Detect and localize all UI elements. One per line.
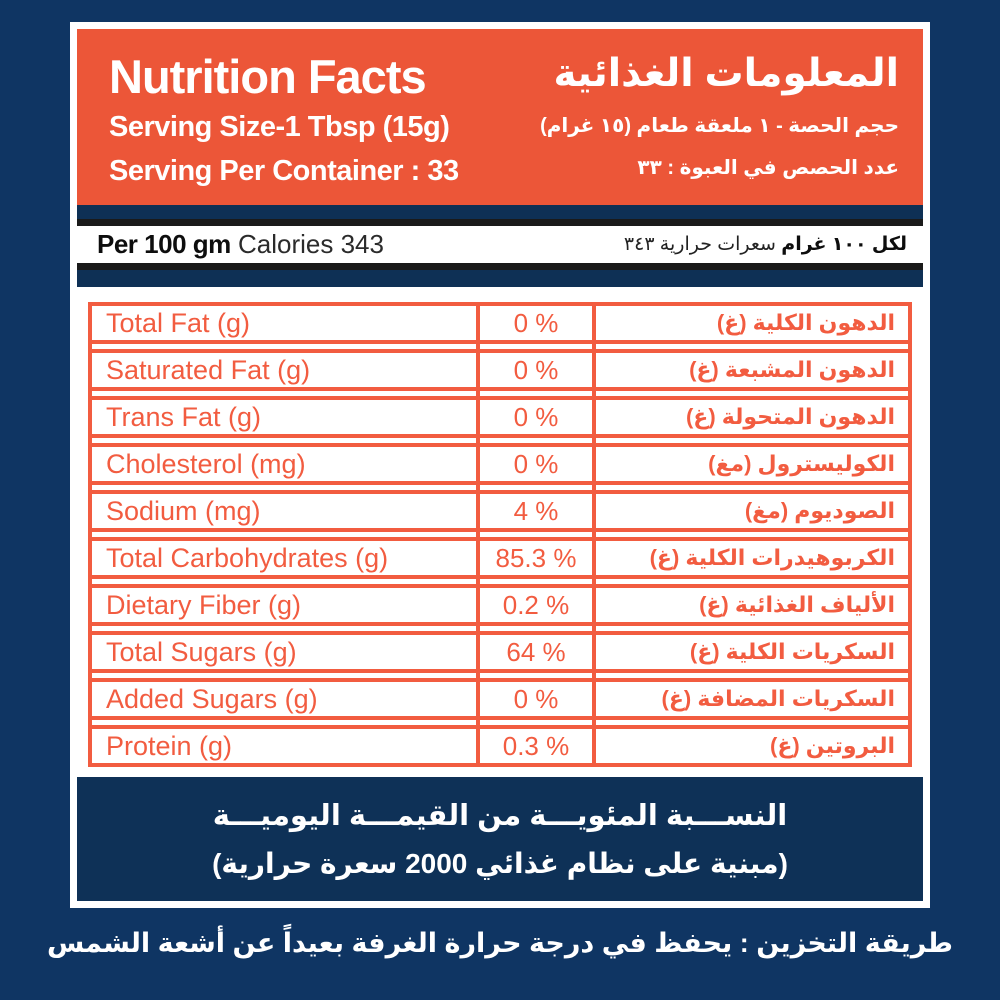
- table-row: Dietary Fiber (g) 0.2 % الألياف الغذائية…: [92, 584, 908, 626]
- nutrient-name-ar: الصوديوم (مغ): [744, 498, 895, 523]
- serving-size-en: Serving Size-1 Tbsp (15g): [109, 111, 450, 143]
- column-divider: [592, 302, 596, 767]
- nutrient-name-ar: الألياف الغذائية (غ): [699, 592, 895, 617]
- daily-value-line2: (مبنية على نظام غذائي 2000 سعرة حرارية): [212, 848, 788, 879]
- nutrient-name-en: Total Fat (g): [106, 307, 251, 338]
- calories-value-ar: سعرات حرارية ٣٤٣: [623, 234, 776, 255]
- nutrient-value: 0 %: [513, 448, 559, 479]
- nutrient-name-en: Total Sugars (g): [106, 636, 297, 667]
- storage-instructions: طريقة التخزين : يحفظ في درجة حرارة الغرف…: [47, 928, 953, 958]
- black-divider-bar: [77, 263, 923, 270]
- nutrient-value: 0 %: [513, 683, 559, 714]
- calories-value: Calories 343: [237, 229, 384, 259]
- nutrient-name-ar: الدهون المتحولة (غ): [685, 404, 895, 429]
- table-row: Total Sugars (g) 64 % السكريات الكلية (غ…: [92, 631, 908, 673]
- table-row: Sodium (mg) 4 % الصوديوم (مغ): [92, 490, 908, 532]
- nutrient-name-en: Total Carbohydrates (g): [106, 542, 389, 573]
- table-row: Total Fat (g) 0 % الدهون الكلية (غ): [92, 302, 908, 344]
- nutrient-name-ar: السكريات الكلية (غ): [689, 639, 895, 664]
- navy-divider-strip: [77, 205, 923, 219]
- daily-value-footer: النســـبة المئويـــة من القيمـــة اليومي…: [77, 777, 923, 901]
- serving-per-container-en: Serving Per Container : 33: [109, 155, 459, 187]
- calories-band: Per 100 gm Calories 343 لكل ١٠٠ غرام سعر…: [77, 226, 923, 263]
- header-arabic-column: المعلومات الغذائية حجم الحصة - ١ ملعقة ط…: [540, 52, 900, 205]
- nutrient-value: 0.3 %: [502, 730, 570, 761]
- nutrient-value: 0.2 %: [502, 589, 570, 620]
- calories-arabic: لكل ١٠٠ غرام سعرات حرارية ٣٤٣: [624, 233, 907, 256]
- nutrient-value: 0 %: [513, 401, 559, 432]
- table-row: Added Sugars (g) 0 % السكريات المضافة (غ…: [92, 678, 908, 720]
- black-divider-bar: [77, 219, 923, 226]
- column-divider: [476, 302, 480, 767]
- nutrient-value: 0 %: [513, 354, 559, 385]
- nutrient-name-en: Added Sugars (g): [106, 683, 318, 714]
- table-row: Trans Fat (g) 0 % الدهون المتحولة (غ): [92, 396, 908, 438]
- nutrient-value: 64 %: [506, 636, 566, 667]
- header-section: Nutrition Facts Serving Size-1 Tbsp (15g…: [77, 29, 923, 205]
- nutrient-name-ar: الدهون الكلية (غ): [716, 310, 895, 335]
- nutrition-label-card: Nutrition Facts Serving Size-1 Tbsp (15g…: [70, 22, 930, 908]
- nutrient-name-ar: السكريات المضافة (غ): [661, 686, 895, 711]
- nutrition-table: Total Fat (g) 0 % الدهون الكلية (غ) Satu…: [88, 302, 912, 767]
- header-english-column: Nutrition Facts Serving Size-1 Tbsp (15g…: [109, 53, 459, 205]
- nutrition-facts-title-ar: المعلومات الغذائية: [553, 52, 900, 95]
- calories-english: Per 100 gm Calories 343: [97, 229, 384, 260]
- nutrient-name-en: Cholesterol (mg): [106, 448, 306, 479]
- nutrition-facts-title: Nutrition Facts: [109, 50, 427, 103]
- nutrient-name-en: Dietary Fiber (g): [106, 589, 302, 620]
- navy-divider-strip: [77, 270, 923, 287]
- serving-per-container-ar: عدد الحصص في العبوة : ٣٣: [637, 156, 899, 179]
- nutrient-name-ar: الكربوهيدرات الكلية (غ): [649, 545, 895, 570]
- daily-value-line1: النســـبة المئويـــة من القيمـــة اليومي…: [212, 800, 788, 832]
- nutrient-name-en: Trans Fat (g): [106, 401, 262, 432]
- table-row: Total Carbohydrates (g) 85.3 % الكربوهيد…: [92, 537, 908, 579]
- nutrient-name-en: Sodium (mg): [106, 495, 261, 526]
- serving-size-ar: حجم الحصة - ١ ملعقة طعام (١٥ غرام): [540, 114, 899, 137]
- table-section: Total Fat (g) 0 % الدهون الكلية (غ) Satu…: [77, 287, 923, 777]
- per-100gm-label: Per 100 gm: [97, 229, 231, 259]
- table-row: Protein (g) 0.3 % البروتين (غ): [92, 725, 908, 767]
- nutrient-name-en: Protein (g): [106, 730, 233, 761]
- nutrient-value: 0 %: [513, 307, 559, 338]
- nutrient-value: 4 %: [513, 495, 559, 526]
- table-row: Cholesterol (mg) 0 % الكوليسترول (مغ): [92, 443, 908, 485]
- nutrient-name-en: Saturated Fat (g): [106, 354, 311, 385]
- per-100gm-label-ar: لكل ١٠٠ غرام: [781, 234, 907, 255]
- nutrient-name-ar: الكوليسترول (مغ): [708, 451, 895, 476]
- nutrient-value: 85.3 %: [495, 542, 577, 573]
- table-row: Saturated Fat (g) 0 % الدهون المشبعة (غ): [92, 349, 908, 391]
- nutrient-name-ar: البروتين (غ): [770, 733, 895, 758]
- nutrient-name-ar: الدهون المشبعة (غ): [689, 357, 895, 382]
